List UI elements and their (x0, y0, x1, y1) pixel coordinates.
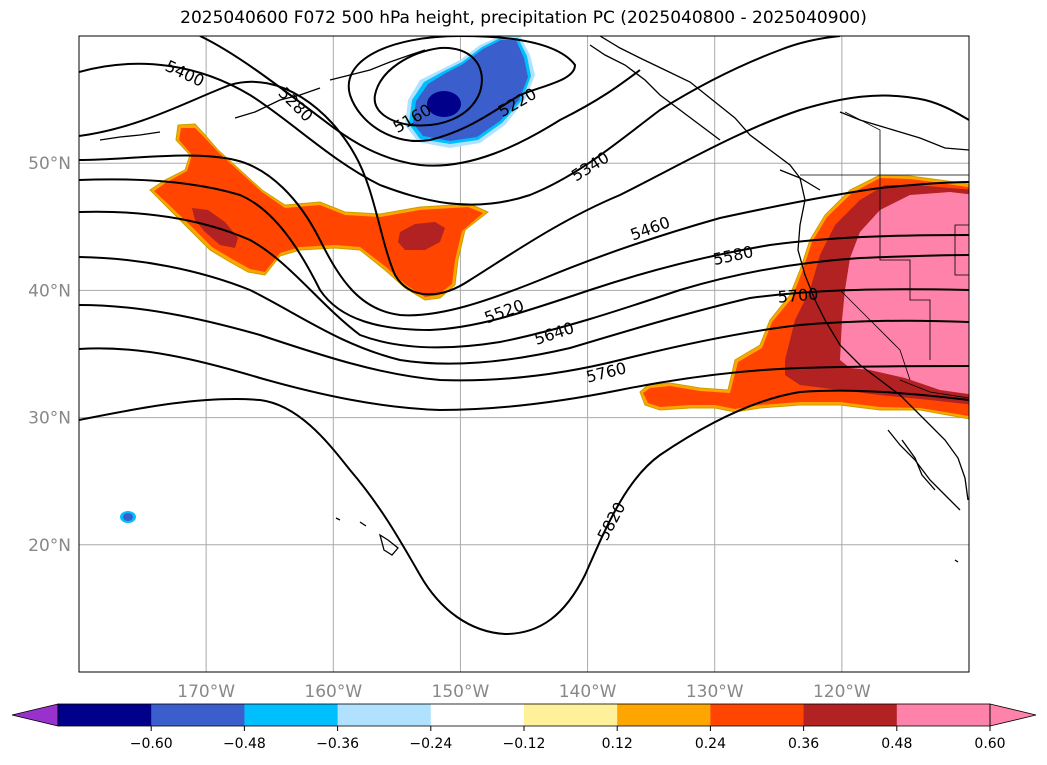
colorbar-segment (803, 704, 898, 726)
contour-5400 (79, 80, 969, 296)
colorbar-tick-label: −0.60 (130, 736, 173, 752)
colorbar-tick-label: −0.12 (503, 736, 546, 752)
map-plot-area: 5400 5280 5160 5220 5340 5460 5580 5700 … (79, 36, 969, 672)
colorbar-tick-label: 0.36 (788, 736, 819, 752)
contour-5280 (199, 36, 641, 167)
lat-tick-label: 20°N (28, 536, 71, 556)
colorbar-tick-label: −0.36 (316, 736, 359, 752)
contour-label: 5820 (593, 499, 629, 544)
latitude-labels: 50°N 40°N 30°N 20°N (28, 154, 71, 556)
colorbar-segment (617, 704, 711, 726)
colorbar-segment (244, 704, 339, 726)
lat-tick-label: 50°N (28, 154, 71, 174)
contour-5640 (79, 256, 969, 365)
contour-label: 5280 (275, 83, 317, 125)
lon-tick-label: 130°W (686, 682, 744, 702)
colorbar-segment (430, 704, 525, 726)
colorbar-tick-label: 0.12 (602, 736, 633, 752)
coastlines (99, 36, 969, 563)
height-contours (79, 36, 969, 636)
colorbar-tick-label: −0.24 (409, 736, 452, 752)
contour-label: 5520 (482, 296, 527, 328)
lon-tick-label: 170°W (177, 682, 235, 702)
colorbar-segment (524, 704, 618, 726)
contour-5220 (347, 36, 577, 142)
colorbar-segment (896, 704, 991, 726)
lat-tick-label: 40°N (28, 281, 71, 301)
colorbar-segment (337, 704, 432, 726)
political-borders (800, 111, 969, 399)
contour-5580 (79, 210, 969, 349)
contour-label: 5760 (584, 358, 628, 386)
contour-label: 5700 (777, 284, 819, 306)
contour-5760 (79, 347, 969, 412)
contour-5520 (79, 178, 969, 332)
contour-label: 5640 (532, 318, 577, 349)
colorbar-tick-label: −0.48 (223, 736, 266, 752)
precip-small-blue-spot (120, 511, 136, 523)
contour-5700 (79, 304, 969, 382)
contour-label: 5340 (568, 148, 613, 186)
lon-tick-label: 150°W (432, 682, 490, 702)
colorbar-extend-high (989, 703, 1037, 727)
precip-west-pacific-anomaly (149, 123, 489, 301)
precip-gulf-of-alaska-anomaly (405, 36, 535, 148)
map-title: 2025040600 F072 500 hPa height, precipit… (180, 8, 867, 28)
contour-5460 (79, 154, 969, 317)
lon-tick-label: 140°W (559, 682, 617, 702)
colorbar-extend-low (11, 703, 59, 727)
lon-tick-label: 160°W (304, 682, 362, 702)
longitude-labels: 170°W 160°W 150°W 140°W 130°W 120°W (177, 682, 871, 702)
colorbar: −0.60 −0.48 −0.36 −0.24 −0.12 0.12 0.24 0.36 0.4… (11, 703, 1037, 752)
colorbar-tick-label: 0.24 (695, 736, 726, 752)
contour-5820 (79, 389, 969, 636)
lat-tick-label: 30°N (28, 409, 71, 429)
colorbar-segment (58, 704, 152, 726)
contour-label: 5580 (711, 242, 755, 269)
contour-5160 (373, 46, 483, 127)
colorbar-segment (710, 704, 805, 726)
colorbar-tick-label: 0.60 (974, 736, 1005, 752)
contour-5340 (79, 36, 841, 206)
colorbar-tick-label: 0.48 (881, 736, 912, 752)
lon-tick-label: 120°W (813, 682, 871, 702)
colorbar-segment (151, 704, 245, 726)
map-frame (78, 35, 970, 673)
